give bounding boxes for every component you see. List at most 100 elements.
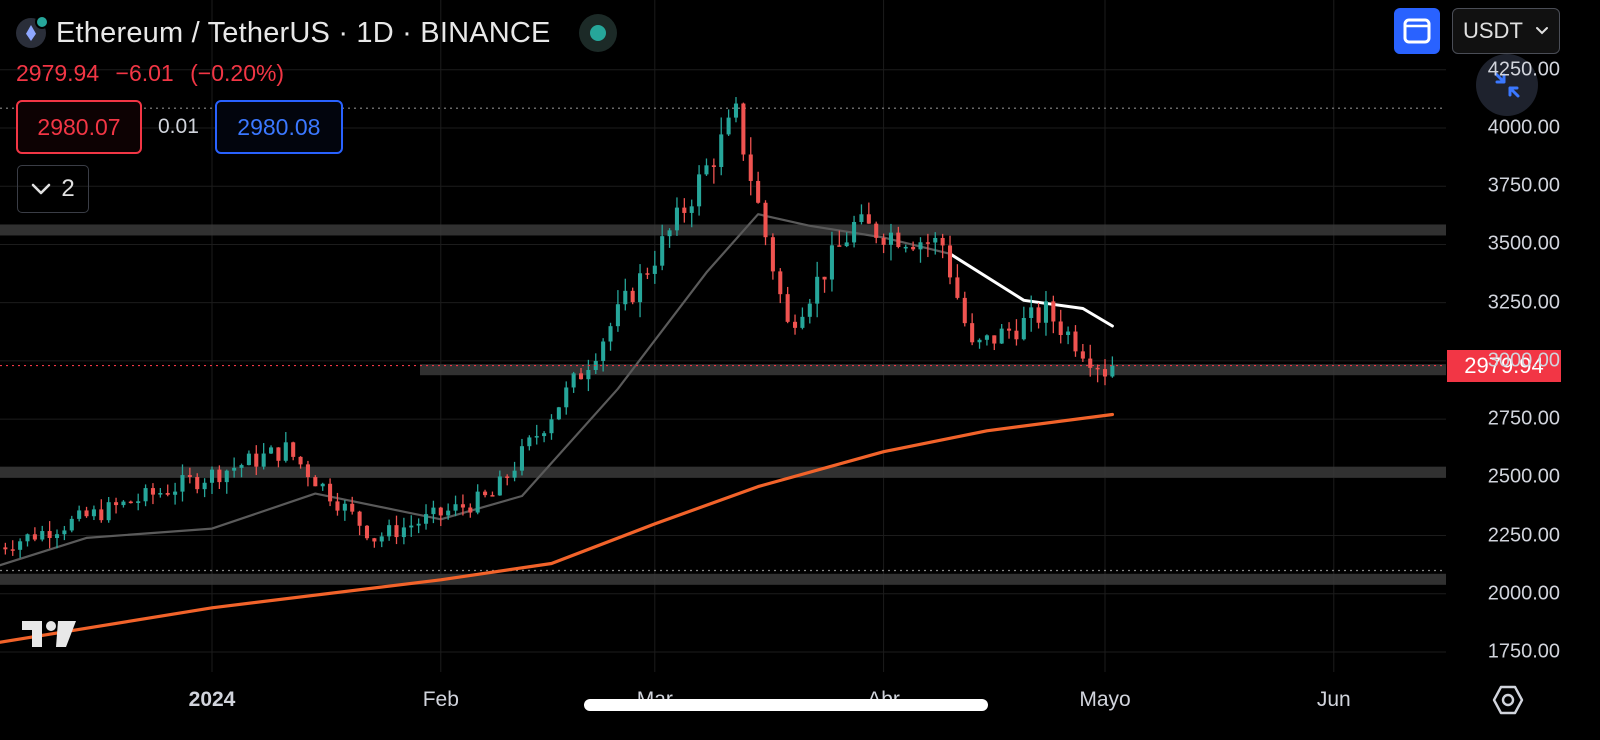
candle-body [748, 154, 753, 181]
candle-body [3, 547, 8, 550]
candle-body [475, 491, 480, 513]
candle-up [852, 215, 857, 248]
candle-up [342, 500, 347, 521]
candle-up [379, 532, 384, 548]
price-axis-label: 3250.00 [1487, 291, 1560, 314]
candle-down [785, 286, 790, 324]
candle-up [239, 463, 244, 478]
candle-body [947, 245, 953, 278]
candle-body [785, 294, 790, 322]
candle-up [527, 435, 532, 451]
candle-body [453, 504, 458, 511]
support-resistance-band [420, 364, 1446, 376]
candle-up [888, 223, 894, 261]
price-axis-label: 4000.00 [1487, 116, 1560, 139]
candle-up [423, 504, 429, 530]
candle-body [283, 442, 288, 461]
candle-up [608, 322, 613, 351]
candle-body [852, 222, 857, 243]
candle-body [608, 326, 613, 342]
candle-body [984, 335, 989, 340]
candle-body [1043, 301, 1048, 323]
candle-body [195, 476, 200, 490]
candle-body [10, 549, 15, 551]
candle-body [689, 206, 694, 213]
candle-body [497, 476, 502, 496]
candle-down [1058, 309, 1063, 344]
candle-body [313, 477, 318, 487]
candle-down [911, 241, 916, 252]
candle-down [756, 171, 761, 204]
candle-down [460, 494, 465, 516]
price-axis-label: 1750.00 [1487, 640, 1560, 663]
market-status-indicator[interactable] [578, 14, 617, 52]
candle-down [438, 506, 443, 527]
candle-down [970, 313, 975, 346]
candle-up [143, 484, 148, 507]
candle-up [409, 515, 414, 537]
candle-down [925, 233, 930, 258]
candle-down [992, 335, 997, 351]
candle-down [313, 475, 318, 487]
candle-body [438, 507, 443, 516]
candle-body [719, 134, 724, 167]
chart-settings-icon[interactable] [1492, 684, 1524, 716]
candle-body [254, 453, 259, 467]
candle-body [578, 373, 584, 380]
sell-button[interactable]: 2980.07 [16, 100, 142, 154]
candle-up [704, 158, 709, 176]
candle-up [91, 505, 96, 521]
candle-up [844, 232, 849, 248]
candle-down [84, 506, 89, 518]
candle-body [106, 502, 111, 521]
candle-up [564, 381, 569, 415]
candle-body [807, 303, 812, 317]
candle-down [896, 226, 901, 249]
candle-down [468, 503, 473, 518]
candle-down [711, 158, 716, 184]
candle-up [269, 445, 274, 454]
buy-button[interactable]: 2980.08 [214, 100, 343, 154]
currency-select[interactable]: USDT [1452, 8, 1560, 54]
candle-body [586, 370, 591, 380]
candle-up [933, 232, 938, 255]
candle-up [453, 495, 458, 517]
collapse-button[interactable] [1476, 54, 1538, 116]
candle-body [763, 202, 768, 238]
candle-down [291, 441, 296, 461]
candle-up [1021, 306, 1026, 341]
candle-body [623, 290, 628, 305]
fullscreen-button[interactable] [1394, 8, 1440, 54]
symbol-title: Ethereum / TetherUS · 1D · BINANCE [56, 16, 551, 49]
candle-body [564, 387, 569, 408]
candle-down [1095, 364, 1100, 383]
candle-up [512, 461, 517, 482]
candle-body [328, 483, 333, 502]
candle-down [866, 202, 871, 224]
candle-up [497, 470, 502, 496]
candle-body [25, 534, 30, 542]
candlestick-series [0, 97, 1115, 558]
indicators-toggle-button[interactable]: 2 [17, 165, 89, 213]
candle-body [136, 501, 141, 504]
candle-body [217, 469, 222, 483]
candle-body [54, 534, 60, 538]
candle-up [697, 165, 702, 216]
candle-down [114, 497, 119, 514]
symbol-header[interactable]: Ethereum / TetherUS · 1D · BINANCE [16, 14, 617, 52]
candle-body [128, 501, 133, 504]
candle-up [733, 97, 739, 123]
candle-body [401, 527, 406, 538]
time-axis-label: Mayo [1079, 688, 1131, 711]
candle-body [446, 510, 451, 516]
candle-body [999, 328, 1004, 344]
candle-body [298, 456, 303, 465]
candle-down [335, 492, 340, 516]
tradingview-logo-icon[interactable] [20, 617, 80, 651]
candle-down [748, 137, 753, 196]
sma-short-line [0, 213, 1114, 567]
candle-body [246, 453, 251, 466]
candle-up [431, 500, 436, 524]
candle-body [1102, 369, 1108, 377]
